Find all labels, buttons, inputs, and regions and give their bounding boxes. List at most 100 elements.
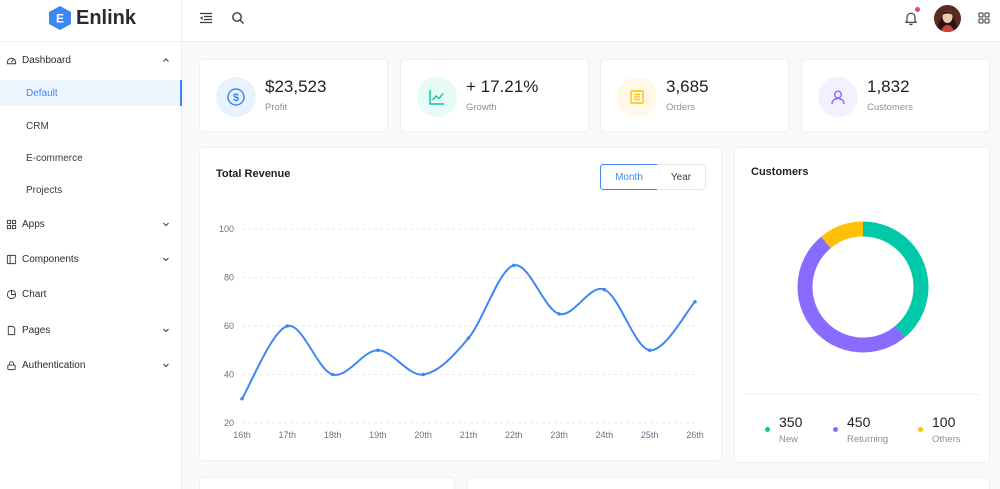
stat-card-customers: 1,832 Customers <box>801 59 990 132</box>
y-tick-label: 80 <box>224 273 234 283</box>
bell-icon[interactable] <box>903 10 919 26</box>
stat-label: Growth <box>466 102 497 113</box>
logo-text: Enlink <box>76 7 137 29</box>
sidebar-item-authentication[interactable]: Authentication <box>0 349 182 381</box>
partial-card <box>467 477 990 489</box>
lock-icon <box>7 360 16 370</box>
x-tick-label: 23th <box>550 430 568 440</box>
toggle-month-button[interactable]: Month <box>600 164 658 190</box>
orders-icon <box>617 77 657 117</box>
search-icon[interactable] <box>230 10 246 26</box>
revenue-card: Total Revenue Month Year 20 40 60 80 100 16th… <box>199 147 722 461</box>
x-tick-label: 18th <box>324 430 342 440</box>
sidebar-item-pages[interactable]: Pages <box>0 314 182 346</box>
logo-hex-icon: E <box>49 6 71 30</box>
data-point[interactable] <box>330 372 335 377</box>
x-tick-label: 21th <box>460 430 478 440</box>
pie-slice-others[interactable] <box>797 221 929 353</box>
data-point[interactable] <box>240 396 244 401</box>
line-chart-icon <box>417 77 457 117</box>
sidebar-item-components[interactable]: Components <box>0 243 182 275</box>
stat-value: 3,685 <box>666 77 709 96</box>
sidebar-item-label: Chart <box>22 288 47 300</box>
sidebar-item-ecommerce[interactable]: E-commerce <box>0 145 182 171</box>
data-point[interactable] <box>466 336 471 340</box>
svg-text:$: $ <box>233 92 239 104</box>
data-point[interactable] <box>602 287 607 292</box>
chevron-down-icon <box>163 328 169 333</box>
x-tick-label: 24th <box>596 430 614 440</box>
apps-icon <box>6 219 17 229</box>
x-tick-label: 25th <box>641 430 659 440</box>
avatar-image <box>934 5 961 32</box>
x-tick-label: 26th <box>686 430 704 440</box>
chevron-down-icon <box>163 222 169 227</box>
chart-icon <box>6 289 17 299</box>
toggle-year-button[interactable]: Year <box>657 164 706 190</box>
stat-value: + 17.21% <box>466 77 539 96</box>
legend-label: Others <box>932 434 961 445</box>
chevron-down-icon <box>163 257 169 262</box>
partial-card <box>199 477 455 489</box>
x-tick-label: 20th <box>414 430 432 440</box>
sidebar-item-default[interactable]: Default <box>0 80 182 106</box>
divider <box>745 394 980 395</box>
legend-value: 100 <box>932 414 956 430</box>
x-tick-label: 19th <box>369 430 387 440</box>
user-icon <box>818 77 858 117</box>
x-tick-label: 17th <box>279 430 297 440</box>
legend-value: 350 <box>779 414 803 430</box>
stat-label: Orders <box>666 102 696 113</box>
customers-card: Customers 350 New 450 Returning 100 Othe… <box>734 147 990 463</box>
y-tick-label: 40 <box>224 370 234 380</box>
stat-card-orders: 3,685 Orders <box>600 59 789 132</box>
components-icon <box>6 254 17 264</box>
sidebar-item-label: Projects <box>26 184 63 196</box>
data-point[interactable] <box>693 299 697 304</box>
customers-donut-chart <box>797 221 929 353</box>
data-point[interactable] <box>512 263 516 268</box>
sidebar-item-dashboard[interactable]: Dashboard <box>0 44 182 76</box>
data-point[interactable] <box>421 372 425 377</box>
y-tick-label: 20 <box>224 418 234 428</box>
data-point[interactable] <box>557 312 561 316</box>
sidebar-item-label: E-commerce <box>26 152 83 164</box>
sidebar-item-label: Authentication <box>22 359 86 371</box>
dashboard-icon <box>6 57 17 64</box>
legend-dot <box>833 427 838 432</box>
stat-card-growth: + 17.21% Growth <box>400 59 589 132</box>
chevron-up-icon <box>163 58 169 62</box>
sidebar: Dashboard Default CRM E-commerce Project… <box>0 42 182 489</box>
sidebar-item-projects[interactable]: Projects <box>0 177 182 203</box>
sidebar-item-apps[interactable]: Apps <box>0 208 182 240</box>
data-point[interactable] <box>647 348 652 353</box>
stat-card-profit: $ $23,523 Profit <box>199 59 388 132</box>
sidebar-item-label: Components <box>22 253 79 265</box>
legend-label: Returning <box>847 434 889 445</box>
notification-dot <box>915 7 920 12</box>
x-tick-label: 16th <box>233 430 251 440</box>
card-title: Customers <box>751 166 809 178</box>
legend-value: 450 <box>847 414 871 430</box>
sidebar-item-crm[interactable]: CRM <box>0 113 182 139</box>
sidebar-item-label: CRM <box>26 120 49 132</box>
chevron-down-icon <box>163 363 169 368</box>
pie-slice-returning[interactable] <box>797 221 929 353</box>
logo[interactable]: E Enlink <box>0 0 182 42</box>
avatar[interactable] <box>934 5 961 32</box>
y-tick-label: 60 <box>224 321 234 331</box>
legend-label: New <box>779 434 799 445</box>
stat-label: Profit <box>265 102 288 113</box>
stat-value: 1,832 <box>867 77 910 96</box>
data-point[interactable] <box>376 348 380 353</box>
menu-fold-icon[interactable] <box>198 10 214 26</box>
data-point[interactable] <box>285 324 290 328</box>
legend-dot <box>918 427 923 432</box>
y-tick-label: 100 <box>219 224 234 234</box>
dollar-icon: $ <box>216 77 256 117</box>
sidebar-item-label: Pages <box>22 324 51 336</box>
stat-value: $23,523 <box>265 77 327 96</box>
sidebar-item-label: Apps <box>22 218 45 230</box>
sidebar-item-chart[interactable]: Chart <box>0 278 182 310</box>
apps-grid-icon[interactable] <box>976 10 992 26</box>
